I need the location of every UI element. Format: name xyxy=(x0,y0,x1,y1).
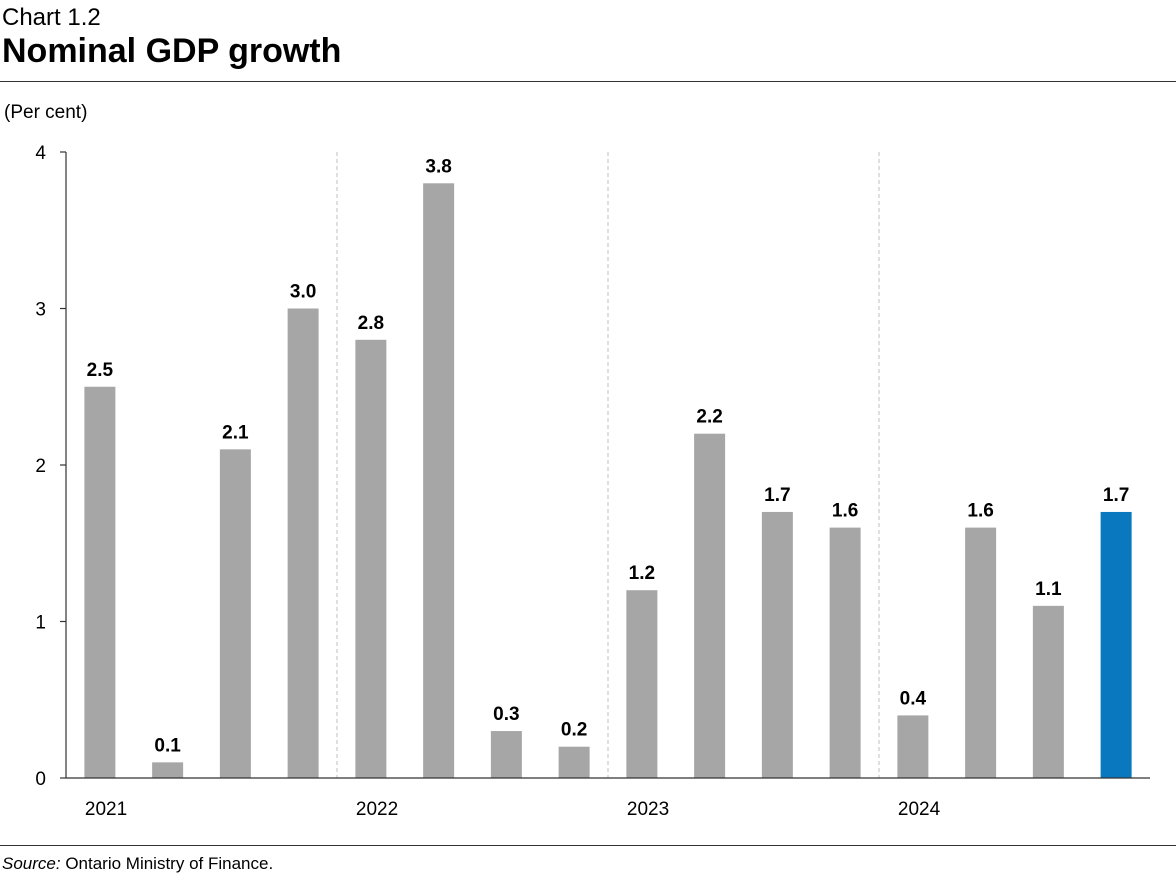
value-label-1: 2.5 xyxy=(87,360,114,381)
value-label-8: 0.2 xyxy=(561,720,587,741)
value-label-15: 1.1 xyxy=(1035,579,1062,600)
y-axis-unit-label: (Per cent) xyxy=(4,102,88,123)
y-tick-label-4: 4 xyxy=(35,143,46,164)
bar-5 xyxy=(355,339,387,778)
value-label-12: 1.6 xyxy=(832,501,858,522)
source-label: Source: xyxy=(2,854,61,873)
bar-chart: 2.5 0.1 2.1 3.0 2.8 3.8 0.3 0.2 1.2 2.2 1.7 1.6 0.4 1… xyxy=(35,143,1150,820)
value-label-2: 0.1 xyxy=(154,735,181,756)
y-tick-label-1: 1 xyxy=(35,613,46,634)
year-label-2024: 2024 xyxy=(898,799,941,820)
bar-6 xyxy=(423,183,455,779)
value-label-7: 0.3 xyxy=(493,704,519,725)
bar-11 xyxy=(761,511,793,778)
year-label-2021: 2021 xyxy=(85,799,127,820)
y-ticks: 0 1 2 3 4 xyxy=(35,143,66,790)
value-label-3: 2.1 xyxy=(222,422,249,443)
y-tick-label-0: 0 xyxy=(35,769,46,790)
value-labels: 2.5 0.1 2.1 3.0 2.8 3.8 0.3 0.2 1.2 2.2 1.7 1.6 0.4 1… xyxy=(87,156,1130,756)
year-separators xyxy=(336,152,880,778)
bar-9 xyxy=(626,590,658,778)
year-label-2022: 2022 xyxy=(356,799,398,820)
source-note: Source: Ontario Ministry of Finance. xyxy=(2,853,273,875)
value-label-9: 1.2 xyxy=(629,563,655,584)
value-label-5: 2.8 xyxy=(358,313,384,334)
y-tick-label-3: 3 xyxy=(35,300,46,321)
bar-10 xyxy=(694,433,726,778)
bar-1 xyxy=(84,386,116,778)
bar-12 xyxy=(829,527,861,778)
bar-7 xyxy=(490,731,522,778)
chart-title: Nominal GDP growth xyxy=(2,32,342,70)
year-label-2023: 2023 xyxy=(627,799,669,820)
bar-2 xyxy=(152,762,184,778)
title-divider xyxy=(0,81,1176,82)
bar-8 xyxy=(558,746,590,778)
bar-3 xyxy=(219,449,251,778)
value-label-11: 1.7 xyxy=(764,485,790,506)
chart-number: Chart 1.2 xyxy=(2,4,101,31)
bar-13 xyxy=(897,715,929,778)
value-label-14: 1.6 xyxy=(967,501,993,522)
bar-4 xyxy=(287,308,319,778)
bar-series xyxy=(84,183,1132,779)
bar-15 xyxy=(1032,605,1064,778)
value-label-16: 1.7 xyxy=(1103,485,1129,506)
bar-16 xyxy=(1100,511,1132,778)
bar-14 xyxy=(965,527,997,778)
source-text: Ontario Ministry of Finance. xyxy=(60,854,274,873)
value-label-13: 0.4 xyxy=(900,688,927,709)
value-label-4: 3.0 xyxy=(290,282,316,303)
footer-divider xyxy=(0,845,1176,846)
year-labels: 2021 2022 2023 2024 xyxy=(85,799,941,820)
value-label-10: 2.2 xyxy=(696,407,722,428)
value-label-6: 3.8 xyxy=(425,156,451,177)
y-tick-label-2: 2 xyxy=(35,456,46,477)
